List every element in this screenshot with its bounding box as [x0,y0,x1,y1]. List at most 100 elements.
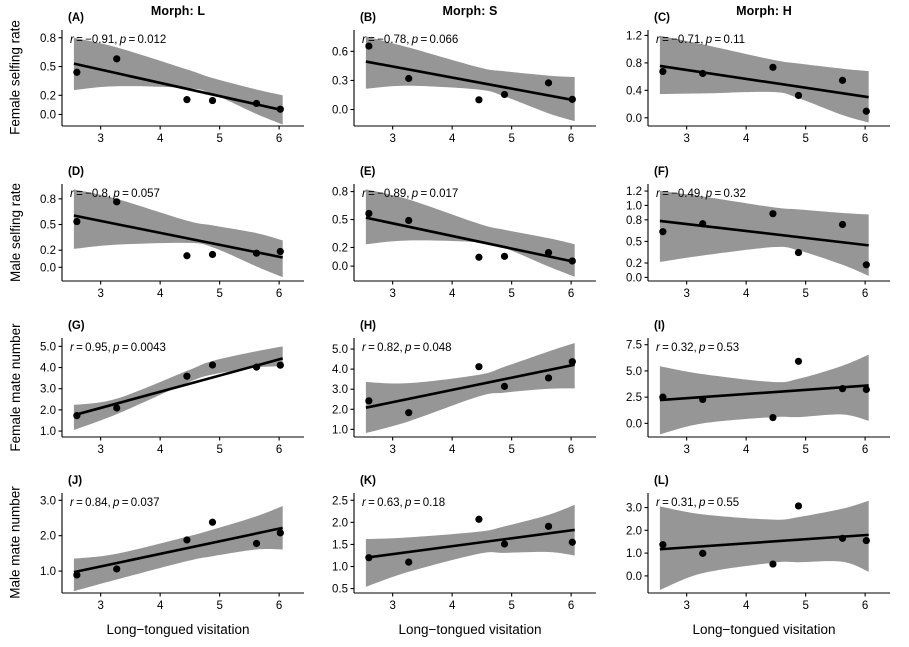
data-point [500,90,509,99]
column-title-1: Morph: S [442,4,498,18]
x-tick-label: 4 [157,133,164,145]
data-point [568,95,576,103]
panel-label: (I) [654,320,665,332]
data-point [544,248,553,257]
y-tick-label: 4.0 [40,363,56,375]
y-tick-label: 2.0 [40,405,56,417]
confidence-band [73,37,283,125]
data-point [276,105,284,113]
confidence-band [659,354,869,435]
data-point [699,549,707,557]
stat-annotation: r = −0.71, p = 0.11 [656,34,746,46]
x-tick-label: 4 [449,444,456,456]
data-point [544,522,553,530]
y-tick-label: 0.8 [40,33,56,45]
panel-label: (H) [360,320,376,332]
row-axis-label-2: Female mate number [7,322,23,452]
y-tick-label: 0.0 [626,113,642,125]
x-tick-label: 3 [389,288,395,300]
x-tick-label: 6 [276,600,282,612]
data-point [838,220,847,229]
x-tick-label: 5 [508,133,514,145]
regression-line [365,60,575,102]
x-tick-label: 4 [157,444,164,456]
y-tick-label: 5.0 [626,366,642,378]
row-axis-label-3: Male mate number [7,486,23,599]
regression-line [659,64,869,99]
data-point [73,217,81,226]
x-tick-label: 5 [802,600,808,612]
data-point [769,560,777,568]
x-tick-label: 6 [568,600,574,612]
data-point [208,518,217,526]
row-axis-label-0: Female selfing rate [7,20,23,135]
data-point [276,529,284,537]
x-tick-label: 4 [449,288,456,300]
data-point [838,534,847,542]
y-tick-label: 0.0 [332,261,348,273]
x-tick-label: 3 [683,600,689,612]
regression-line [73,357,284,417]
y-tick-label: 0.2 [332,242,348,254]
regression-line [365,528,575,559]
data-point [183,252,191,260]
panel-label: (C) [654,12,670,24]
data-point [500,252,509,260]
x-tick-label: 5 [802,133,808,145]
y-tick-label: 1.0 [332,424,348,436]
regression-line [365,216,575,264]
y-tick-label: 0.0 [40,262,56,274]
y-tick-label: 0.0 [40,109,56,121]
data-point [699,220,707,228]
data-point [405,216,413,225]
x-tick-label: 5 [216,133,222,145]
panel-label: (D) [68,166,84,178]
stat-annotation: r = −0.78, p = 0.066 [362,34,459,46]
x-tick-label: 4 [157,288,164,300]
x-tick-label: 3 [683,444,689,456]
data-point [365,209,373,218]
x-tick-label: 5 [508,600,514,612]
data-point [73,571,81,579]
stat-annotation: r = −0.91, p = 0.012 [70,34,167,46]
x-tick-label: 3 [389,600,395,612]
y-tick-label: 0.5 [40,220,56,232]
data-point [276,247,284,256]
x-tick-label: 6 [568,288,574,300]
data-point [769,63,777,71]
confidence-band [73,505,283,592]
data-point [838,76,847,84]
column-title-2: Morph: H [736,4,792,18]
confidence-band [365,36,575,122]
y-tick-label: 0.0 [332,105,348,117]
y-tick-label: 3.0 [626,503,642,515]
y-tick-label: 0.0 [626,571,642,583]
y-tick-label: 0.4 [626,85,643,97]
x-tick-label: 3 [389,133,395,145]
y-tick-label: 2.5 [626,392,642,404]
stat-annotation: r = 0.84, p = 0.037 [70,497,160,509]
y-tick-label: 0.8 [332,187,348,199]
y-tick-label: 0.5 [332,584,348,596]
y-tick-label: 5.0 [40,341,56,353]
y-tick-label: 1.5 [332,539,348,551]
x-tick-label: 6 [276,288,282,300]
x-axis-label-0: Long−tongued visitation [106,622,250,637]
x-tick-label: 5 [216,600,222,612]
data-point [475,96,483,104]
data-point [276,361,284,369]
x-tick-label: 4 [449,600,456,612]
y-tick-label: 0.0 [626,272,642,284]
data-point [794,502,803,510]
x-axis-label-2: Long−tongued visitation [692,622,836,637]
y-tick-label: 0.0 [626,418,642,430]
regression-line [73,62,283,112]
panel-k: 0.5 1.0 1.5 2.0 2.5 3 4 5 6 [308,489,600,613]
x-tick-label: 3 [97,444,103,456]
data-point [113,55,121,63]
x-tick-label: 5 [802,444,808,456]
x-tick-label: 4 [743,133,750,145]
data-point [475,515,483,523]
x-tick-label: 4 [743,444,750,456]
regression-line [73,214,283,259]
